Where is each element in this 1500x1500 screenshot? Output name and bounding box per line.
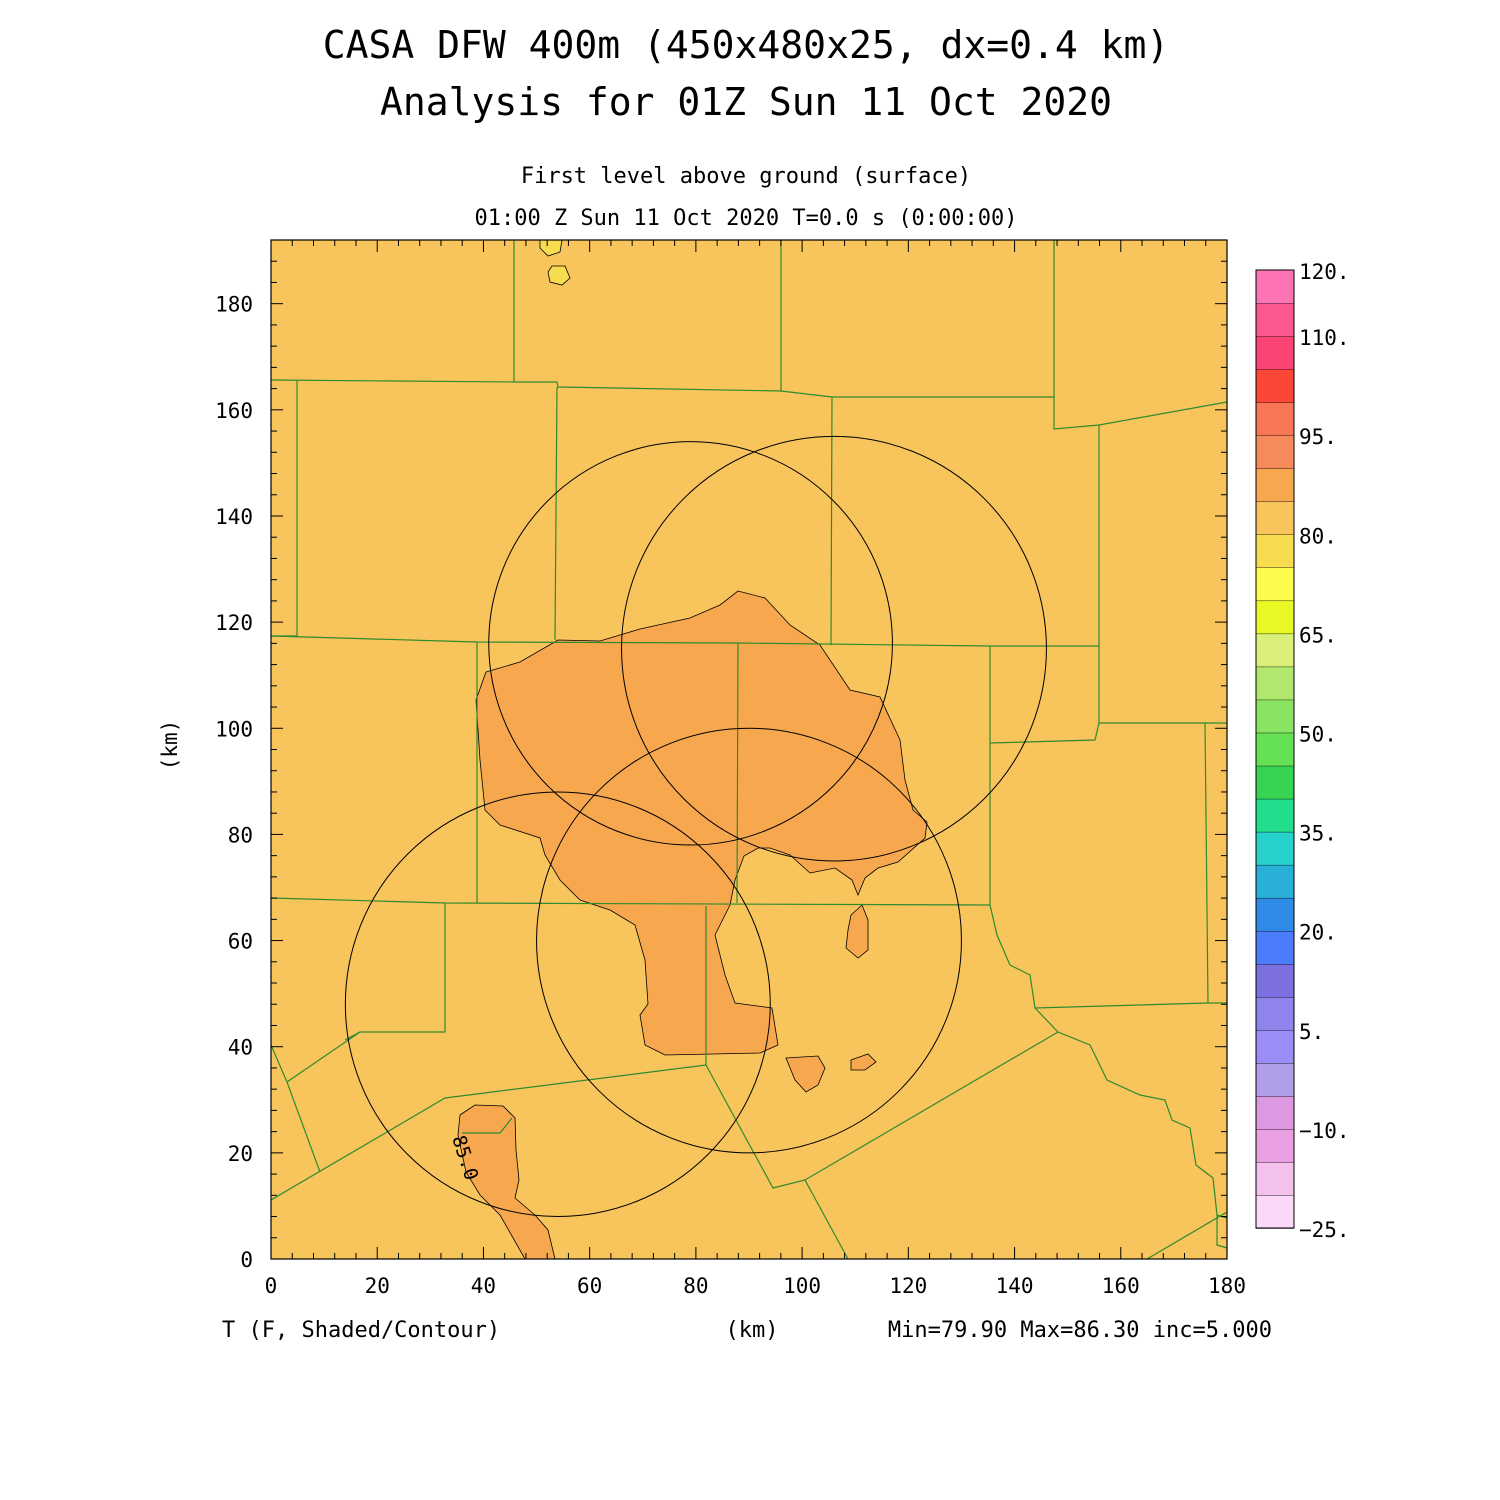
colorbar-swatch xyxy=(1255,831,1295,866)
cool-region-north-2 xyxy=(547,265,571,286)
map-panel: 85.0 xyxy=(270,239,1228,1260)
y-tick-labels: 0 20 40 60 80 100 120 140 160 180 xyxy=(215,293,253,1272)
y-tick-label: 100 xyxy=(215,717,253,741)
x-tick-label: 180 xyxy=(1208,1274,1246,1298)
x-tick-label: 80 xyxy=(683,1274,708,1298)
radar-ring-4 xyxy=(344,791,771,1218)
y-tick-label: 80 xyxy=(228,823,253,847)
colorbar-frame xyxy=(1255,269,1295,1229)
field-label: T (F, Shaded/Contour) xyxy=(222,1318,500,1343)
colorbar-swatch xyxy=(1255,1161,1295,1196)
colorbar-swatch xyxy=(1255,1029,1295,1064)
warm-region-blob-southeast xyxy=(850,1053,877,1071)
colorbar-swatch xyxy=(1255,600,1295,635)
colorbar-label: −25. xyxy=(1299,1218,1350,1242)
colorbar-swatch xyxy=(1255,534,1295,569)
colorbar-label: 120. xyxy=(1299,260,1350,284)
colorbar-swatch xyxy=(1255,963,1295,998)
colorbar-swatch xyxy=(1255,996,1295,1031)
x-tick-label: 100 xyxy=(783,1274,821,1298)
colorbar-swatch xyxy=(1255,401,1295,436)
warm-region-blob-south xyxy=(785,1055,826,1093)
x-tick-label: 60 xyxy=(577,1274,602,1298)
colorbar-swatch xyxy=(1255,765,1295,800)
x-tick-labels: 0 20 40 60 80 100 120 140 160 180 xyxy=(265,1274,1246,1298)
colorbar-swatch xyxy=(1255,864,1295,899)
colorbar-swatch xyxy=(1255,567,1295,602)
colorbar-swatch xyxy=(1255,666,1295,701)
x-axis-unit-label: (km) xyxy=(726,1318,779,1343)
colorbar-label: 35. xyxy=(1299,822,1337,846)
colorbar-swatch xyxy=(1255,798,1295,833)
colorbar-label: 95. xyxy=(1299,425,1337,449)
colorbar-swatch xyxy=(1255,368,1295,403)
colorbar-swatch xyxy=(1255,434,1295,469)
colorbar-label: −10. xyxy=(1299,1119,1350,1143)
x-tick-label: 0 xyxy=(265,1274,278,1298)
colorbar-swatch xyxy=(1255,468,1295,502)
colorbar-swatch xyxy=(1255,633,1295,668)
subtitle-line-1: First level above ground (surface) xyxy=(521,164,971,189)
x-tick-label: 160 xyxy=(1102,1274,1140,1298)
radar-ring-1 xyxy=(488,441,893,846)
y-tick-label: 140 xyxy=(215,505,253,529)
colorbar-label: 5. xyxy=(1299,1020,1324,1044)
y-tick-label: 160 xyxy=(215,399,253,423)
subtitle-line-2: 01:00 Z Sun 11 Oct 2020 T=0.0 s (0:00:00… xyxy=(474,206,1017,231)
colorbar-labels: 120. 110. 95. 80. 65. 50. 35. 20. 5. −10. −25. xyxy=(1299,260,1350,1242)
y-tick-label: 180 xyxy=(215,293,253,317)
title-line-1: CASA DFW 400m (450x480x25, dx=0.4 km) xyxy=(323,23,1169,67)
cool-region-north xyxy=(539,240,563,257)
y-axis-label: (km) xyxy=(158,720,182,771)
colorbar-label: 80. xyxy=(1299,524,1337,548)
x-tick-label: 120 xyxy=(889,1274,927,1298)
radar-ring-3 xyxy=(536,727,962,1154)
colorbar-swatch xyxy=(1255,732,1295,767)
colorbar-swatch xyxy=(1255,501,1295,535)
axis-ticks xyxy=(270,239,1228,1260)
colorbar-label: 50. xyxy=(1299,722,1337,746)
colorbar-swatch xyxy=(1255,335,1295,370)
y-tick-label: 60 xyxy=(228,930,253,954)
colorbar-swatch xyxy=(1255,1095,1295,1130)
colorbar xyxy=(1255,269,1295,1229)
colorbar-label: 65. xyxy=(1299,623,1337,647)
colorbar-swatch xyxy=(1255,1062,1295,1097)
colorbar-swatch xyxy=(1255,302,1295,337)
colorbar-swatch xyxy=(1255,897,1295,932)
colorbar-label: 110. xyxy=(1299,326,1350,350)
colorbar-label: 20. xyxy=(1299,921,1337,945)
county-boundaries xyxy=(271,240,1227,1259)
colorbar-swatch xyxy=(1255,699,1295,734)
colorbar-swatch xyxy=(1255,1194,1295,1229)
colorbar-swatch xyxy=(1255,1128,1295,1163)
warm-region-southwest xyxy=(457,1104,556,1259)
radar-ring-2 xyxy=(621,435,1047,862)
x-tick-label: 140 xyxy=(996,1274,1034,1298)
y-tick-label: 20 xyxy=(228,1142,253,1166)
field-stats: Min=79.90 Max=86.30 inc=5.000 xyxy=(888,1318,1272,1343)
x-tick-label: 20 xyxy=(365,1274,390,1298)
warm-region-blob-east xyxy=(845,904,869,959)
radar-range-rings xyxy=(344,435,1047,1218)
colorbar-swatch xyxy=(1255,269,1295,304)
warm-region-central xyxy=(475,590,928,1056)
y-tick-label: 40 xyxy=(228,1036,253,1060)
y-tick-label: 0 xyxy=(240,1248,253,1272)
colorbar-swatch xyxy=(1255,930,1295,965)
y-tick-label: 120 xyxy=(215,611,253,635)
title-line-2: Analysis for 01Z Sun 11 Oct 2020 xyxy=(380,80,1112,124)
x-tick-label: 40 xyxy=(471,1274,496,1298)
